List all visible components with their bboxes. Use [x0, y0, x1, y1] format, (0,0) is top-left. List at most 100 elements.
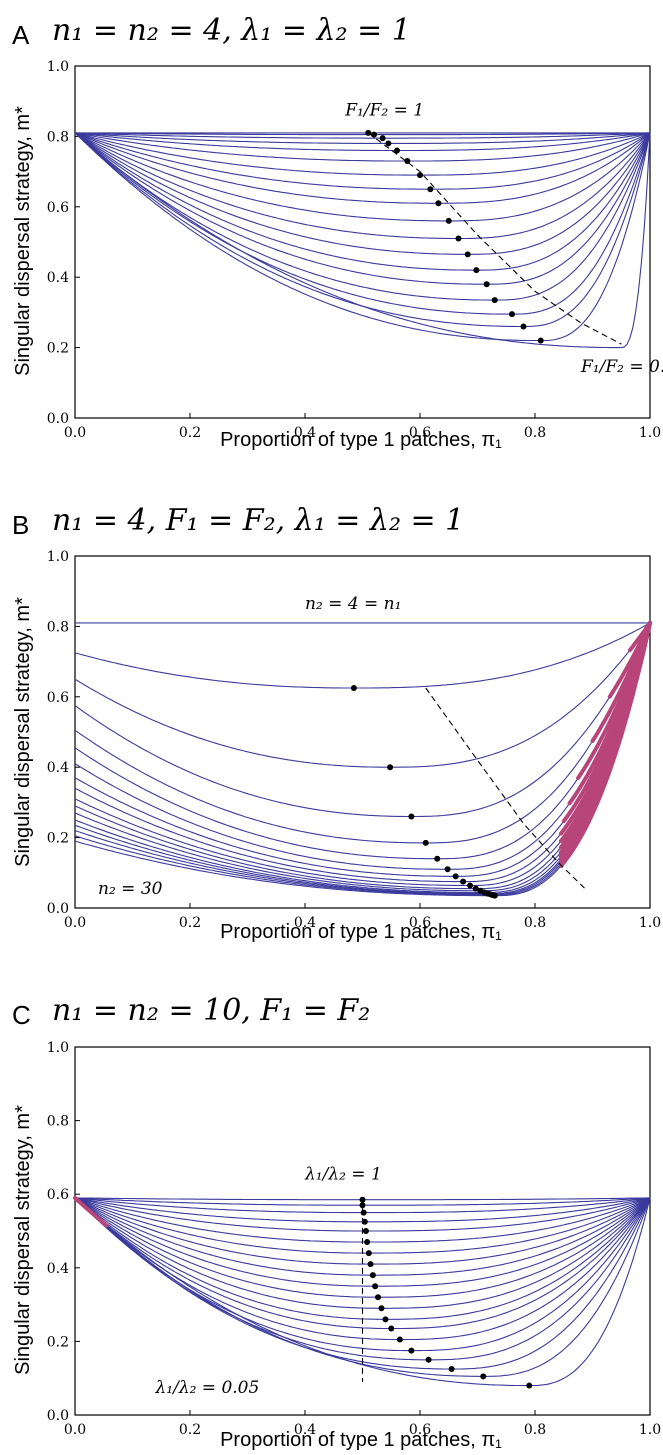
annotation: F₁/F₂ = 1 — [344, 100, 424, 120]
x-tick-label: 1.0 — [639, 1422, 661, 1438]
y-axis-label: Singular dispersal strategy, m* — [12, 597, 34, 867]
series-line — [74, 622, 651, 818]
y-axis-label: Singular dispersal strategy, m* — [12, 1105, 34, 1375]
series-line — [74, 132, 651, 144]
panel-letter: A — [12, 20, 30, 50]
minimum-point — [491, 297, 498, 304]
y-tick-label: 0.4 — [47, 1261, 69, 1277]
x-tick-label: 0.2 — [179, 1422, 201, 1438]
x-tick-label: 0.6 — [409, 425, 431, 441]
minimum-point — [359, 1202, 366, 1209]
x-tick-label: 0.2 — [179, 915, 201, 931]
minimum-point — [427, 186, 434, 193]
minimum-point — [396, 1336, 403, 1343]
series-line — [74, 622, 651, 892]
series-line — [74, 1197, 651, 1387]
series-line — [74, 132, 651, 152]
minimum-point — [422, 839, 429, 846]
y-tick-label: 0.4 — [47, 270, 69, 286]
minimum-point — [360, 1209, 367, 1216]
minimum-point — [362, 1228, 369, 1234]
series-line — [74, 622, 651, 689]
minimum-point — [434, 855, 441, 862]
y-tick-label: 0.2 — [47, 831, 69, 847]
x-tick-label: 0.4 — [294, 425, 316, 441]
minimum-point — [455, 235, 462, 242]
axes-frame — [74, 555, 651, 909]
series-line — [75, 132, 650, 136]
minimum-point — [464, 251, 471, 258]
minimum-point — [382, 1316, 389, 1323]
minimum-point — [408, 1347, 415, 1354]
x-tick-label: 0.6 — [409, 1422, 431, 1438]
minimum-point — [359, 1196, 366, 1203]
minimum-point — [435, 200, 442, 207]
minimum-point — [537, 337, 544, 344]
minimum-point — [480, 1373, 487, 1380]
plot-area-b: 0.0 0.2 0.4 0.6 0.8 1.0 0.0 0.2 0.4 0.6 0.8 1.0 n₂ =… — [47, 549, 661, 931]
axes-frame — [74, 65, 651, 419]
series-line — [74, 132, 651, 255]
series-line — [74, 1197, 651, 1265]
minimum-point — [483, 281, 490, 288]
minimum-point — [350, 685, 357, 691]
minimum-point — [509, 311, 515, 318]
series-line — [74, 1197, 651, 1298]
minimum-point — [445, 217, 452, 224]
minimum-point — [467, 882, 474, 889]
annotation: λ₁/λ₂ = 0.05 — [155, 1378, 260, 1398]
dashed-locus — [367, 132, 622, 345]
x-tick-label: 0.0 — [64, 1422, 86, 1438]
y-tick-label: 1.0 — [47, 1040, 69, 1056]
minimum-point — [367, 1261, 374, 1268]
series-line — [74, 132, 651, 190]
minimum-point — [444, 866, 451, 873]
y-tick-label: 0.4 — [47, 760, 69, 776]
series-line — [74, 132, 651, 271]
minimum-point — [520, 323, 527, 330]
panel-title: n₁ = 4, F₁ = F₂, λ₁ = λ₂ = 1 — [52, 503, 464, 538]
annotation: n₂ = 4 = n₁ — [305, 594, 401, 614]
panel-title: n₁ = n₂ = 4, λ₁ = λ₂ = 1 — [52, 13, 411, 48]
x-axis-label: Proportion of type 1 patches, π₁ — [220, 1429, 502, 1451]
y-tick-label: 0.6 — [47, 200, 69, 216]
x-tick-label: 0.0 — [64, 915, 86, 931]
series-line — [74, 622, 651, 896]
series-line — [74, 1197, 651, 1276]
minimum-point — [372, 1283, 379, 1290]
y-tick-label: 0.2 — [47, 1334, 69, 1350]
y-tick-label: 0.8 — [47, 1114, 69, 1130]
panel-title: n₁ = n₂ = 10, F₁ = F₂ — [52, 993, 370, 1028]
minimum-point — [394, 147, 400, 154]
series-line — [74, 622, 651, 895]
x-tick-label: 1.0 — [639, 915, 661, 931]
minimum-point — [365, 129, 372, 136]
minimum-point — [378, 1305, 385, 1312]
minimum-point — [472, 885, 479, 892]
series-line — [74, 622, 651, 844]
minimum-point — [371, 131, 377, 138]
series-line — [74, 622, 651, 897]
minimum-point — [385, 140, 392, 147]
series-line — [74, 622, 651, 887]
x-tick-label: 0.0 — [64, 425, 86, 441]
annotation: n₂ = 30 — [98, 879, 163, 899]
highlight-segment — [558, 620, 652, 868]
series-line — [74, 622, 651, 877]
y-tick-label: 0.8 — [47, 129, 69, 145]
panel-a: A n₁ = n₂ = 4, λ₁ = λ₂ = 1 Singular disp… — [12, 13, 663, 451]
panel-letter: B — [12, 510, 29, 540]
minimum-point — [448, 1366, 455, 1372]
minimum-point — [452, 873, 459, 880]
x-tick-label: 0.8 — [524, 1422, 546, 1438]
minimum-point — [364, 1239, 371, 1246]
y-tick-label: 1.0 — [47, 549, 69, 565]
y-tick-label: 1.0 — [47, 59, 69, 75]
series-line — [74, 622, 651, 860]
series-line — [74, 132, 651, 176]
series-line — [74, 132, 651, 204]
y-axis-label: Singular dispersal strategy, m* — [12, 106, 34, 376]
plot-area-c: 0.0 0.2 0.4 0.6 0.8 1.0 0.0 0.2 0.4 0.6 0.8 1.0 λ₁/λ… — [47, 1040, 661, 1438]
minimum-point — [417, 172, 423, 179]
